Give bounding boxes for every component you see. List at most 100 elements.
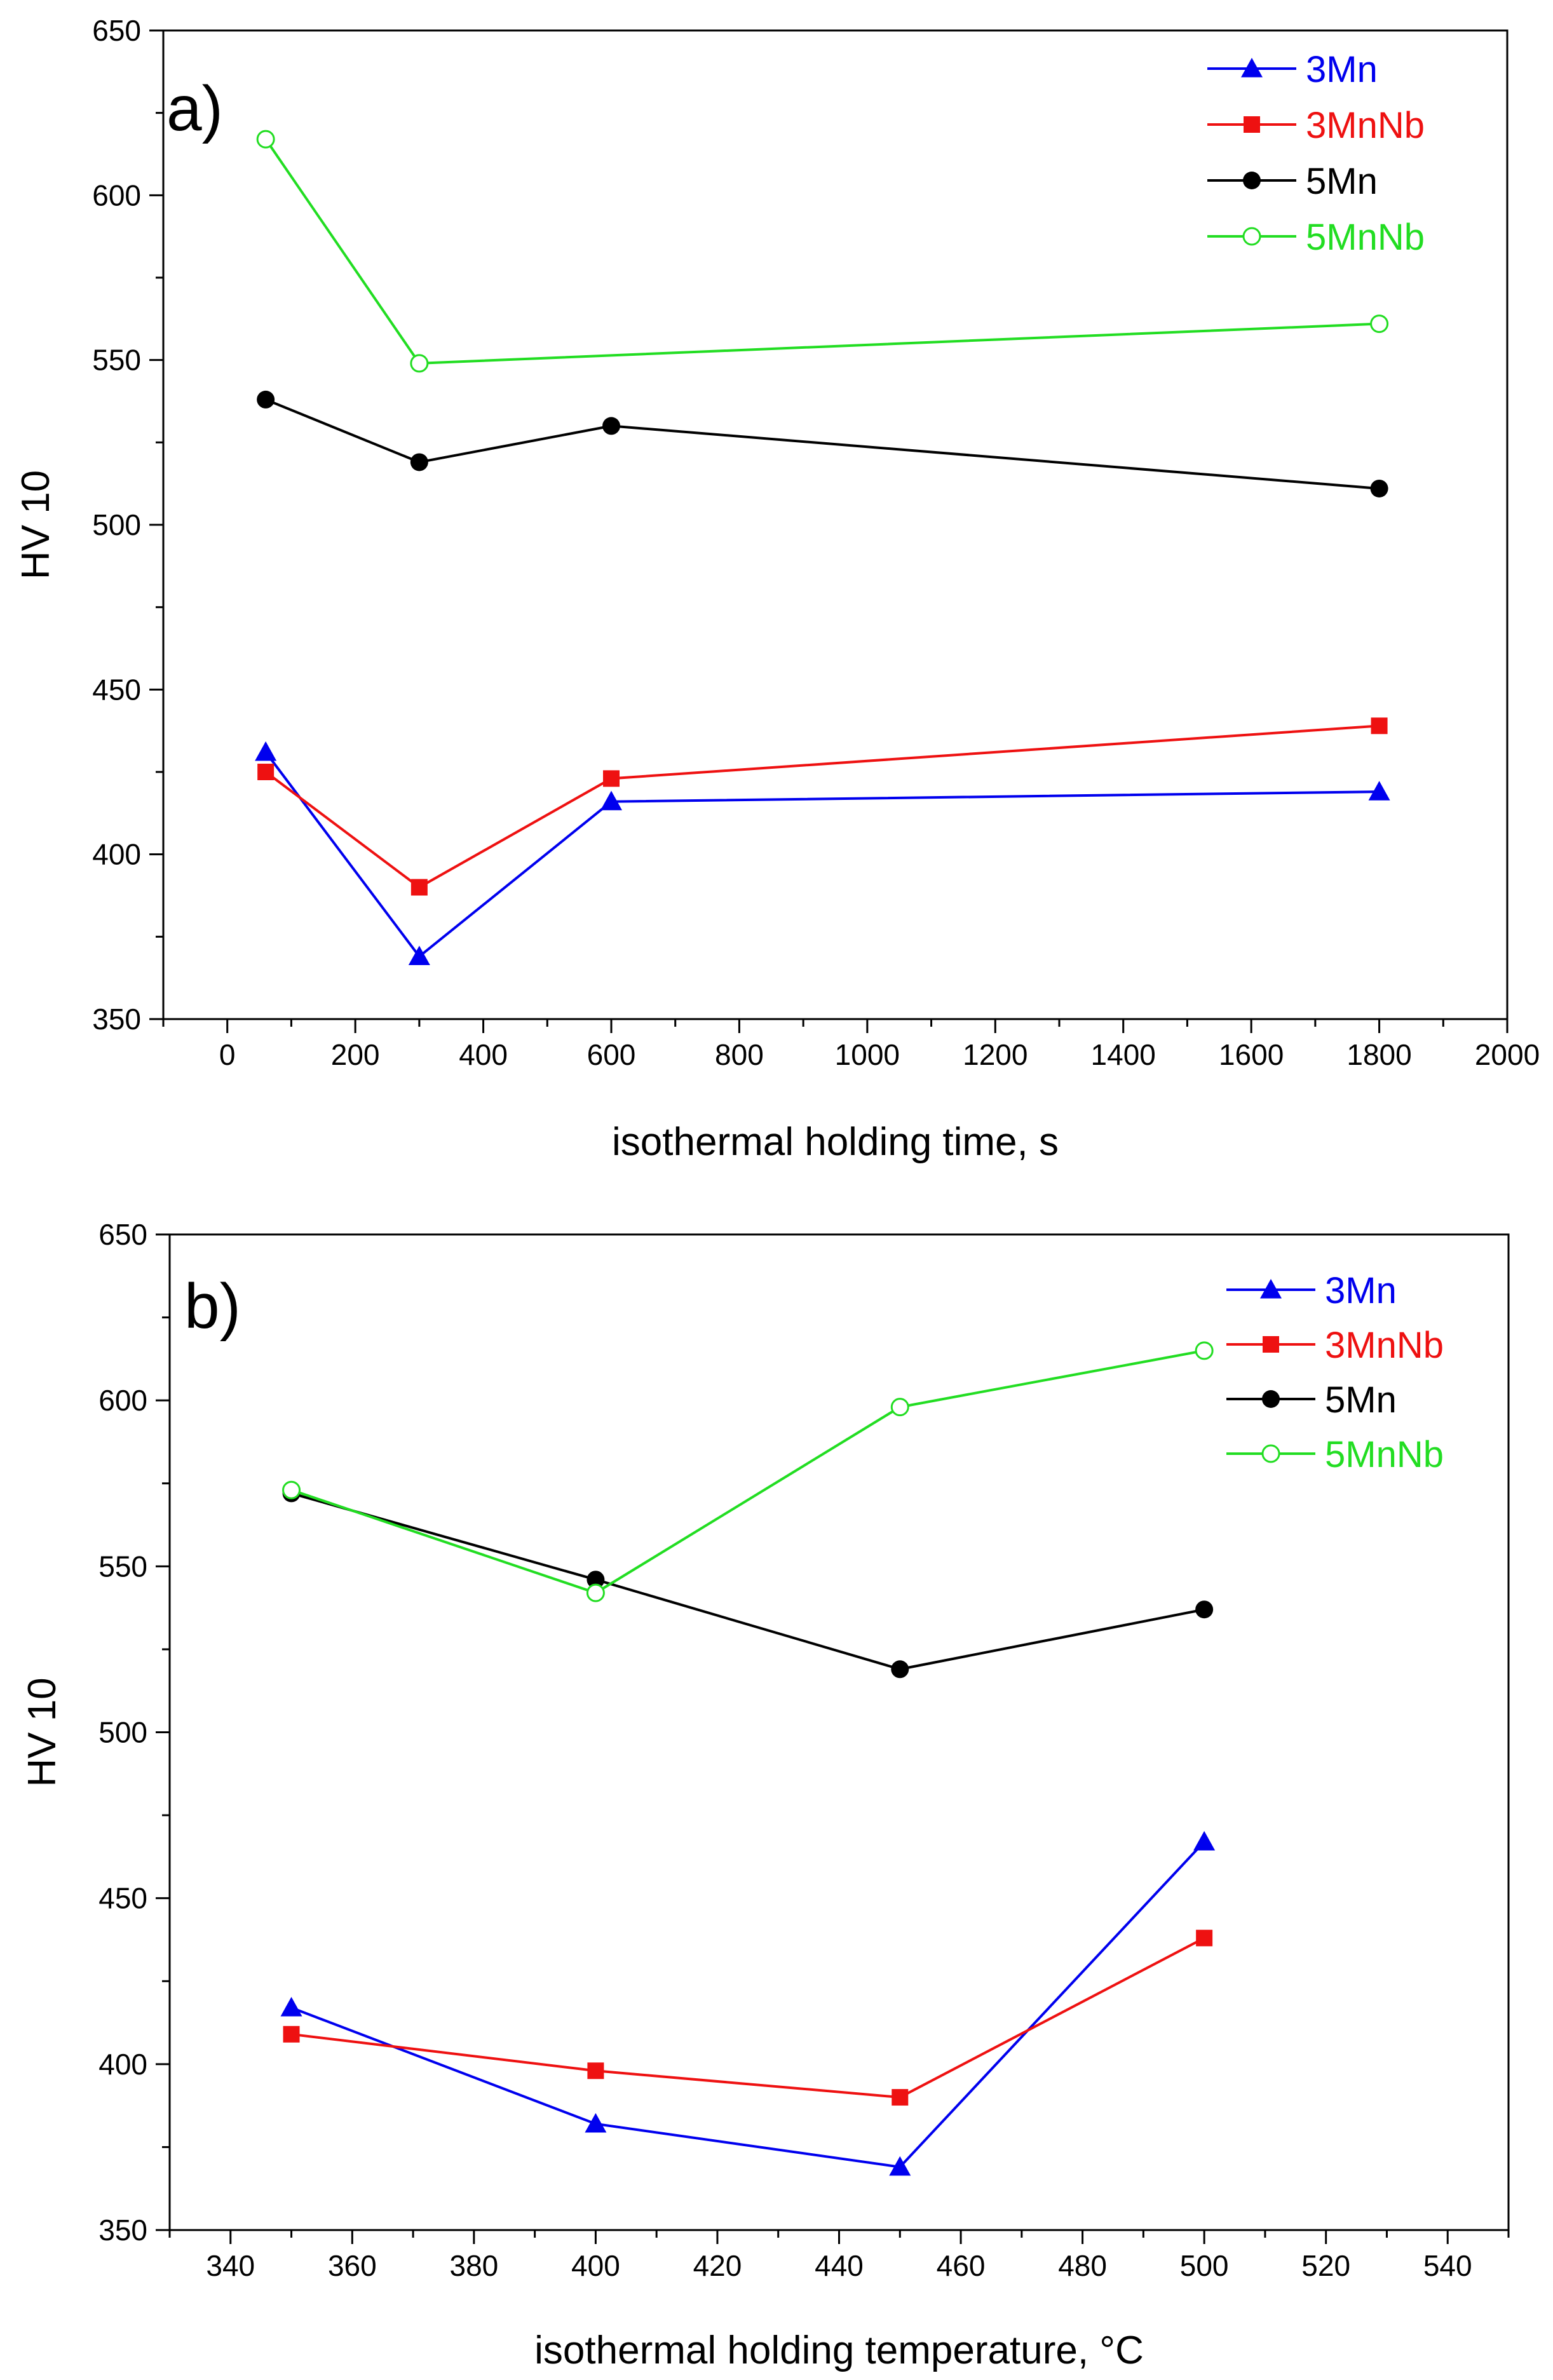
panel-label: a) [166, 73, 223, 144]
data-point [890, 1398, 909, 1417]
legend-entry: 3Mn [1306, 49, 1378, 90]
series-line [264, 139, 1380, 365]
series-line [264, 724, 1380, 889]
data-point [892, 2089, 909, 2106]
legend-entry: 5MnNb [1306, 217, 1425, 258]
series-line [290, 1841, 1205, 2168]
data-point [1196, 1930, 1213, 1947]
series-line [290, 1349, 1205, 1595]
data-point [257, 390, 275, 409]
series-3Mn [255, 741, 1390, 966]
x-tick-label: 1200 [963, 1038, 1027, 1071]
x-tick-label: 500 [1180, 2249, 1229, 2282]
legend-marker [1243, 172, 1261, 189]
legend-entry: 5Mn [1325, 1379, 1397, 1421]
y-tick-label: 500 [98, 1716, 147, 1749]
legend-entry: 5MnNb [1325, 1434, 1444, 1475]
y-tick-label: 650 [98, 1218, 147, 1251]
x-tick-label: 800 [715, 1038, 764, 1071]
data-point [587, 2062, 604, 2079]
x-tick-label: 2000 [1475, 1038, 1540, 1071]
data-point [587, 1571, 605, 1589]
series-3MnNb [283, 1930, 1213, 2106]
y-tick-label: 400 [98, 2048, 147, 2081]
x-tick-label: 1600 [1219, 1038, 1284, 1071]
series-line [291, 1937, 1205, 2099]
legend-marker [1241, 58, 1263, 78]
data-point [1370, 314, 1389, 334]
data-point [1371, 717, 1388, 734]
data-point [410, 879, 428, 896]
legend-marker [1260, 1279, 1282, 1299]
legend-marker [1262, 1390, 1280, 1408]
data-point [255, 741, 277, 761]
data-point [280, 1997, 302, 2017]
series-5Mn [257, 390, 1388, 497]
legend: 3Mn 3MnNb 5Mn 5MnNb [1207, 49, 1425, 258]
data-point [1193, 1830, 1216, 1851]
data-point [603, 770, 620, 787]
data-point [1195, 1600, 1214, 1619]
y-tick-label: 600 [98, 1384, 147, 1417]
data-point [257, 764, 275, 780]
y-axis-label: HV 10 [20, 1677, 64, 1787]
legend-entry: 3MnNb [1306, 105, 1425, 146]
chart-panel-a: 0 200 400 600 800 1000 1200 1400 1600 1800 2000 350… [14, 14, 1540, 1164]
data-point [586, 1583, 605, 1602]
y-tick-label: 450 [92, 673, 141, 706]
data-point [283, 2025, 300, 2043]
data-point [602, 417, 620, 435]
series-5MnNb [282, 1341, 1214, 1602]
y-tick-label: 400 [92, 838, 141, 871]
y-axis-label: HV 10 [14, 470, 58, 579]
data-point [585, 2113, 607, 2133]
legend-marker [1261, 1444, 1280, 1463]
series-line [265, 398, 1380, 490]
legend-entry: 3MnNb [1325, 1325, 1444, 1366]
data-point [408, 945, 430, 966]
chart-panel-b: 340 360 380 400 420 440 460 480 500 520 540 350 400 4… [20, 1218, 1510, 2372]
x-tick-label: 340 [206, 2249, 255, 2282]
series-line [290, 1492, 1205, 1671]
y-tick-label: 550 [98, 1550, 147, 1583]
x-tick-label: 440 [815, 2249, 864, 2282]
x-tick-label: 1400 [1091, 1038, 1156, 1071]
x-tick-label: 380 [449, 2249, 498, 2282]
x-tick-label: 1000 [835, 1038, 900, 1071]
x-tick-label: 0 [219, 1038, 236, 1071]
series-3MnNb [257, 717, 1388, 896]
x-tick-label: 360 [328, 2249, 377, 2282]
plot-frame [168, 1233, 1510, 2231]
y-tick-label: 500 [92, 508, 141, 541]
x-axis-label: isothermal holding temperature, °C [534, 2329, 1144, 2372]
series-5Mn [282, 1484, 1214, 1679]
data-point [889, 2156, 911, 2176]
x-tick-label: 420 [693, 2249, 742, 2282]
x-tick-label: 200 [331, 1038, 380, 1071]
legend-marker [1263, 1336, 1279, 1353]
panel-label: b) [184, 1271, 241, 1342]
data-point [410, 354, 429, 373]
x-tick-label: 600 [587, 1038, 636, 1071]
data-point [891, 1660, 909, 1679]
legend-marker [1242, 227, 1261, 246]
x-tick-label: 520 [1301, 2249, 1350, 2282]
x-tick-label: 1800 [1346, 1038, 1411, 1071]
y-tick-label: 650 [92, 14, 141, 47]
data-point [282, 1480, 301, 1499]
y-tick-label: 350 [98, 2214, 147, 2247]
y-tick-label: 450 [98, 1882, 147, 1915]
data-point [1195, 1341, 1214, 1360]
x-axis-label: isothermal holding time, s [612, 1120, 1059, 1164]
x-tick-label: 480 [1058, 2249, 1107, 2282]
legend-entry: 5Mn [1306, 161, 1378, 202]
series-5MnNb [256, 130, 1389, 373]
legend-entry: 3Mn [1325, 1270, 1397, 1311]
x-tick-label: 400 [459, 1038, 508, 1071]
series-3Mn [280, 1830, 1216, 2176]
data-point [256, 130, 275, 149]
y-tick-label: 350 [92, 1003, 141, 1036]
y-tick-label: 600 [92, 179, 141, 212]
legend-marker [1244, 116, 1260, 133]
